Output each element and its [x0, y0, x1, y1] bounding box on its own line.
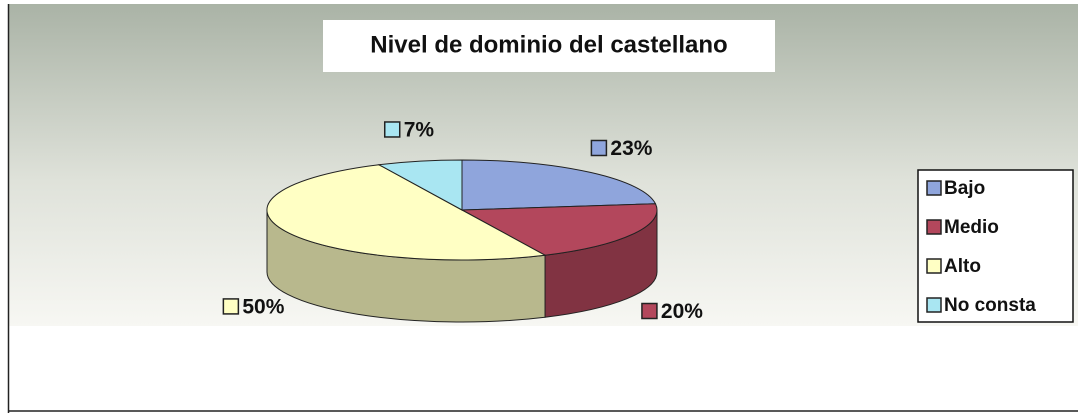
data-label: 50% — [242, 295, 284, 318]
legend-label: Bajo — [944, 178, 985, 199]
data-label: 20% — [661, 300, 703, 323]
data-label: 7% — [404, 119, 435, 142]
data-label: 23% — [610, 137, 652, 160]
legend-label: Alto — [944, 256, 981, 277]
legend-key — [926, 219, 942, 235]
legend-key — [926, 258, 942, 274]
label-key — [383, 121, 401, 138]
slice-top — [265, 164, 547, 261]
slice-top — [377, 159, 463, 211]
label-key — [222, 298, 240, 315]
legend-label: No consta — [944, 295, 1036, 316]
label-key — [641, 302, 658, 320]
title-box — [323, 20, 775, 72]
slice-top — [461, 159, 657, 211]
pie-slice — [265, 164, 547, 323]
legend-key — [926, 180, 942, 196]
pie-slice — [461, 159, 657, 211]
pie-slice — [377, 159, 463, 211]
chart-title: Nivel de dominio del castellano — [370, 31, 727, 58]
legend-key — [926, 297, 942, 313]
legend-box — [917, 169, 1074, 323]
label-key — [590, 139, 608, 157]
slice-top — [460, 203, 658, 256]
legend-label: Medio — [944, 217, 999, 238]
